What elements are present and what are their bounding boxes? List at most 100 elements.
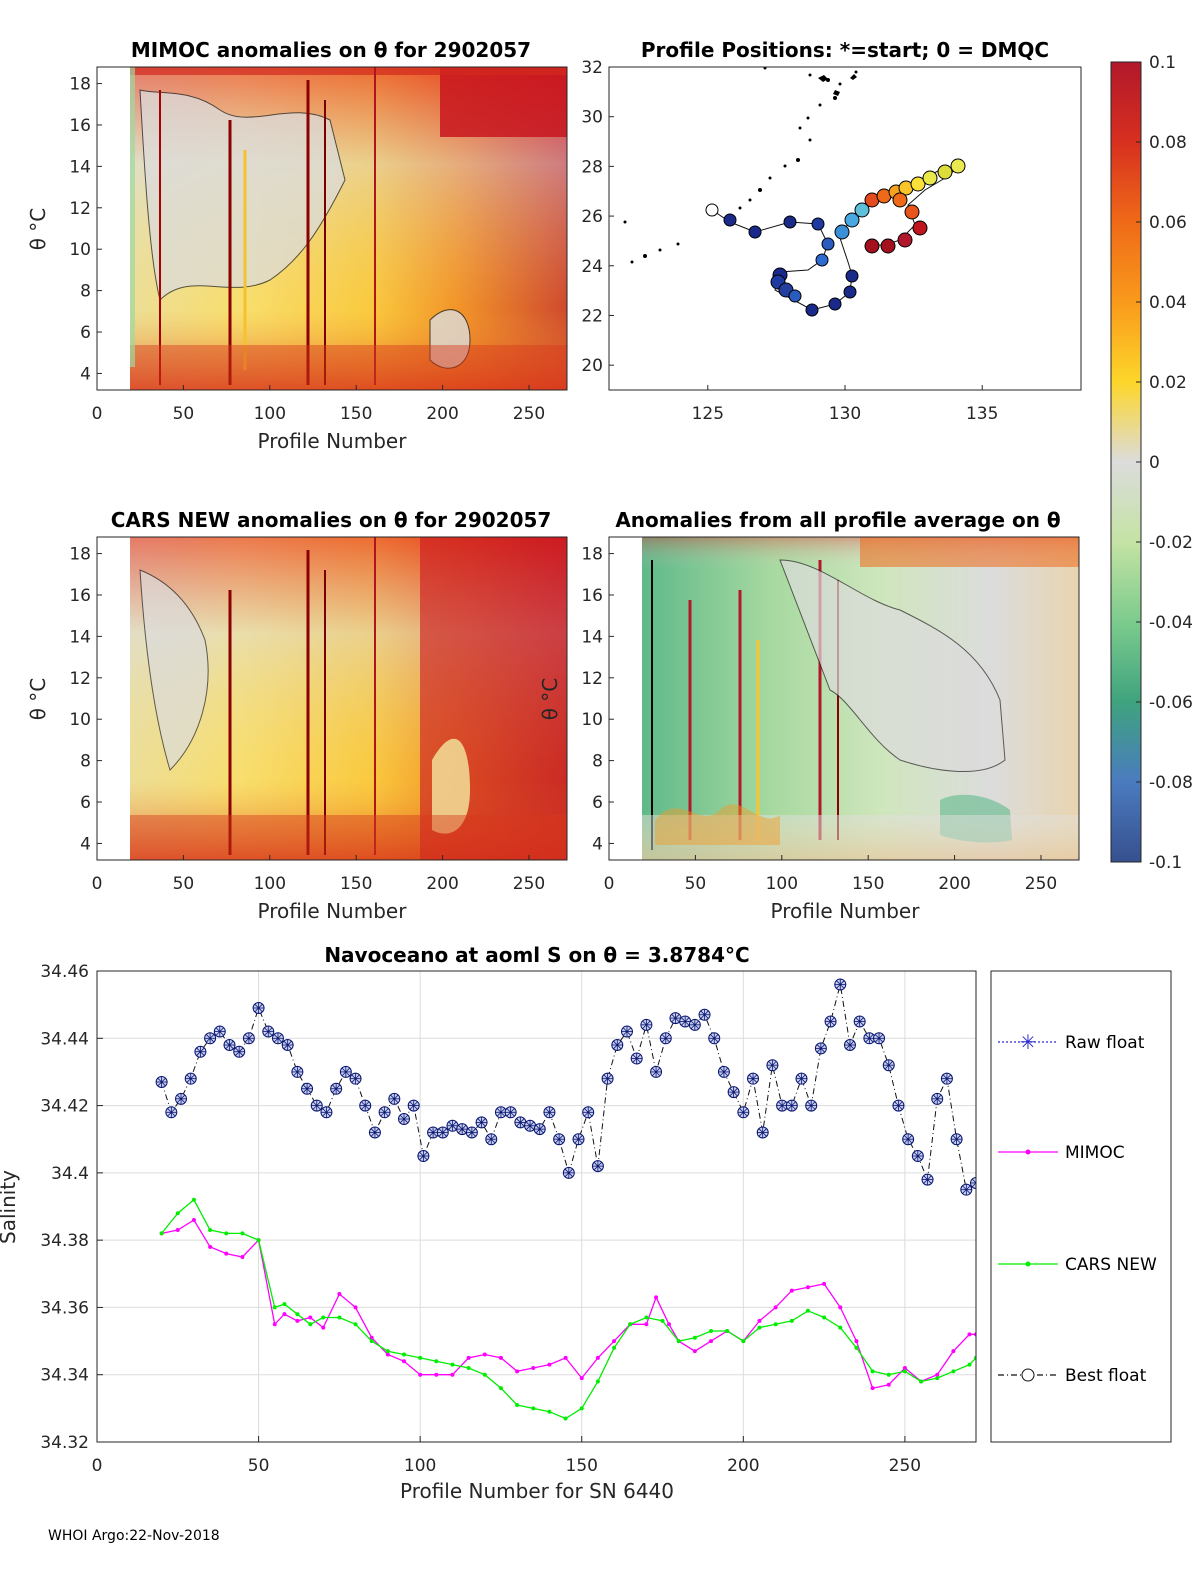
best-float-point xyxy=(407,1099,420,1112)
chart-ytick: 34.42 xyxy=(40,1097,89,1117)
legend-item-cars-new: CARS NEW xyxy=(998,1255,1157,1275)
mimoc-point xyxy=(789,1288,794,1293)
legend-item-mimoc: MIMOC xyxy=(998,1143,1125,1163)
best-float-point xyxy=(388,1092,401,1105)
best-float-point xyxy=(194,1045,207,1058)
mimoc-point xyxy=(935,1372,940,1377)
cars-new-point xyxy=(644,1315,649,1320)
colorbar-ticks: 0.1 0.08 0.06 0.04 0.02 0 -0.02 -0.04 -0.06 -0.08… xyxy=(1136,53,1193,873)
mimoc-xtick: 50 xyxy=(173,404,195,424)
cars-new-point xyxy=(579,1406,584,1411)
positions-xtick: 125 xyxy=(692,404,724,424)
mimoc-point xyxy=(418,1372,423,1377)
best-float-point xyxy=(398,1113,411,1126)
mimoc-point xyxy=(515,1369,520,1374)
legend-label: MIMOC xyxy=(1065,1143,1125,1163)
best-float-point xyxy=(911,1150,924,1163)
best-float-point xyxy=(330,1082,343,1095)
cars-new-point xyxy=(822,1315,827,1320)
colorbar-tick: 0.08 xyxy=(1149,133,1187,153)
mimoc-point xyxy=(337,1291,342,1296)
positions-ytick: 20 xyxy=(581,356,603,376)
best-float-point xyxy=(950,1133,963,1146)
best-float-point xyxy=(785,1099,798,1112)
chart-xlabel: Profile Number for SN 6440 xyxy=(400,1479,674,1503)
best-float-point xyxy=(301,1082,314,1095)
colorbar-tick: -0.1 xyxy=(1149,853,1182,873)
chart-title: Navoceano at aoml S on θ = 3.8784°C xyxy=(324,943,749,967)
positions-xtick: 130 xyxy=(829,404,861,424)
positions-yticks: 20 22 24 26 28 30 32 xyxy=(581,58,614,376)
avg-heatmap xyxy=(609,537,1079,860)
cars-new-point xyxy=(789,1318,794,1323)
cars-new-point xyxy=(337,1315,342,1320)
cars-new-point xyxy=(709,1328,714,1333)
best-float-point xyxy=(359,1099,372,1112)
best-float-point xyxy=(572,1133,585,1146)
cars-new-point xyxy=(951,1369,956,1374)
best-float-point xyxy=(805,1099,818,1112)
chart-ytick: 34.46 xyxy=(40,962,89,982)
cars-heatmap xyxy=(97,537,567,860)
best-float-point xyxy=(940,1072,953,1085)
cars-new-point xyxy=(838,1325,843,1330)
cars-new-point xyxy=(321,1315,326,1320)
cars-new-line xyxy=(161,1198,976,1420)
best-float-point xyxy=(737,1106,750,1119)
cars-new-point xyxy=(256,1238,261,1243)
cars-new-point xyxy=(434,1359,439,1364)
avg-ytick: 8 xyxy=(592,752,603,772)
best-float-point xyxy=(921,1173,934,1186)
best-float-point xyxy=(417,1150,430,1163)
cars-new-point xyxy=(660,1318,665,1323)
best-float-point xyxy=(601,1072,614,1085)
mimoc-point xyxy=(838,1305,843,1310)
best-float-line xyxy=(161,984,976,1191)
mimoc-ytick: 18 xyxy=(69,75,91,95)
mimoc-point xyxy=(240,1254,245,1259)
best-float-point xyxy=(271,1032,284,1045)
mimoc-xlabel: Profile Number xyxy=(258,429,408,453)
cars-new-point xyxy=(191,1197,196,1202)
mimoc-point xyxy=(579,1376,584,1381)
mimoc-point xyxy=(773,1305,778,1310)
best-float-point xyxy=(679,1015,692,1028)
cars-xtick: 50 xyxy=(173,874,195,894)
mimoc-point xyxy=(385,1352,390,1357)
best-float-point xyxy=(970,1176,976,1189)
best-float-point xyxy=(427,1126,440,1139)
avg-xticks: 0 50 100 150 200 250 xyxy=(604,855,1057,894)
mimoc-ytick: 4 xyxy=(80,364,91,384)
cars-new-point xyxy=(308,1322,313,1327)
cars-new-point xyxy=(902,1369,907,1374)
best-float-point xyxy=(213,1025,226,1038)
best-float-point xyxy=(543,1106,556,1119)
float-track xyxy=(705,158,966,317)
cars-new-point xyxy=(531,1406,536,1411)
mimoc-point xyxy=(450,1372,455,1377)
avg-ytick: 6 xyxy=(592,793,603,813)
mimoc-xtick: 100 xyxy=(254,404,286,424)
mimoc-point xyxy=(563,1355,568,1360)
cars-xtick: 100 xyxy=(254,874,286,894)
mimoc-ylabel: θ °C xyxy=(26,208,50,251)
best-float-point xyxy=(562,1166,575,1179)
cars-new-point xyxy=(854,1345,859,1350)
mimoc-ytick: 6 xyxy=(80,323,91,343)
chart-series xyxy=(155,978,976,1421)
cars-xticks: 0 50 100 150 200 250 xyxy=(92,855,545,894)
legend-item-raw-float: ✳ Raw float xyxy=(998,1030,1145,1054)
chart-xtick: 50 xyxy=(248,1456,270,1476)
best-float-point xyxy=(717,1065,730,1078)
best-float-point xyxy=(339,1065,352,1078)
chart-ytick: 34.38 xyxy=(40,1231,89,1251)
best-float-point xyxy=(708,1032,721,1045)
best-float-point xyxy=(873,1032,886,1045)
cars-new-point xyxy=(676,1339,681,1344)
cars-new-point xyxy=(773,1322,778,1327)
chart-ytick: 34.36 xyxy=(40,1298,89,1318)
best-float-point xyxy=(582,1106,595,1119)
cars-new-point xyxy=(725,1328,730,1333)
best-float-point xyxy=(892,1099,905,1112)
mimoc-point xyxy=(369,1335,374,1340)
